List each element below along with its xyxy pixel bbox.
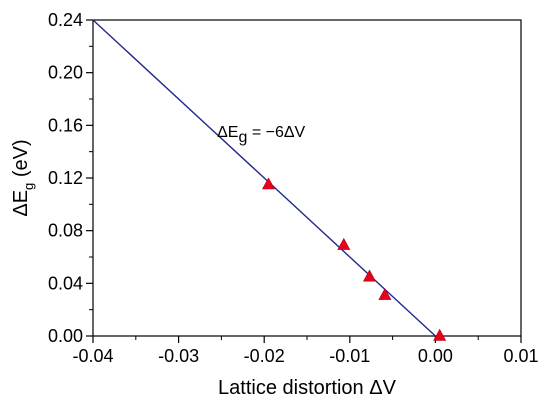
x-tick-label: -0.02: [244, 346, 285, 366]
y-tick-label: 0.20: [48, 63, 83, 83]
y-tick-label: 0.00: [48, 326, 83, 346]
x-axis-title: Lattice distortion ΔV: [218, 377, 397, 399]
data-point-triangle: [337, 237, 351, 250]
x-tick-label: -0.03: [158, 346, 199, 366]
data-points: [261, 177, 447, 341]
y-tick-label: 0.12: [48, 168, 83, 188]
y-tick-label: 0.04: [48, 273, 83, 293]
data-point-triangle: [261, 177, 275, 190]
fit-line: [92, 19, 436, 337]
plot-area-frame: [92, 19, 522, 337]
data-point-triangle: [433, 328, 447, 341]
y-tick-label: 0.24: [48, 10, 83, 30]
x-tick-label: -0.01: [329, 346, 370, 366]
y-tick-label: 0.08: [48, 221, 83, 241]
data-point-triangle: [362, 269, 376, 282]
fit-line-layer: [92, 19, 436, 337]
data-point-triangle: [378, 287, 392, 300]
x-tick-label: 0.00: [418, 346, 453, 366]
y-axis-title: ΔEg (eV): [10, 139, 36, 216]
y-axis-ticks: 0.00 0.04 0.08 0.12 0.16 0.20 0.24: [48, 10, 93, 346]
x-axis-ticks: -0.04 -0.03 -0.02 -0.01 0.00 0.01: [72, 336, 539, 366]
y-tick-label: 0.16: [48, 115, 83, 135]
x-tick-label: -0.04: [72, 346, 113, 366]
fit-equation-label: ΔEg = −6ΔV: [217, 124, 305, 146]
x-tick-label: 0.01: [503, 346, 538, 366]
